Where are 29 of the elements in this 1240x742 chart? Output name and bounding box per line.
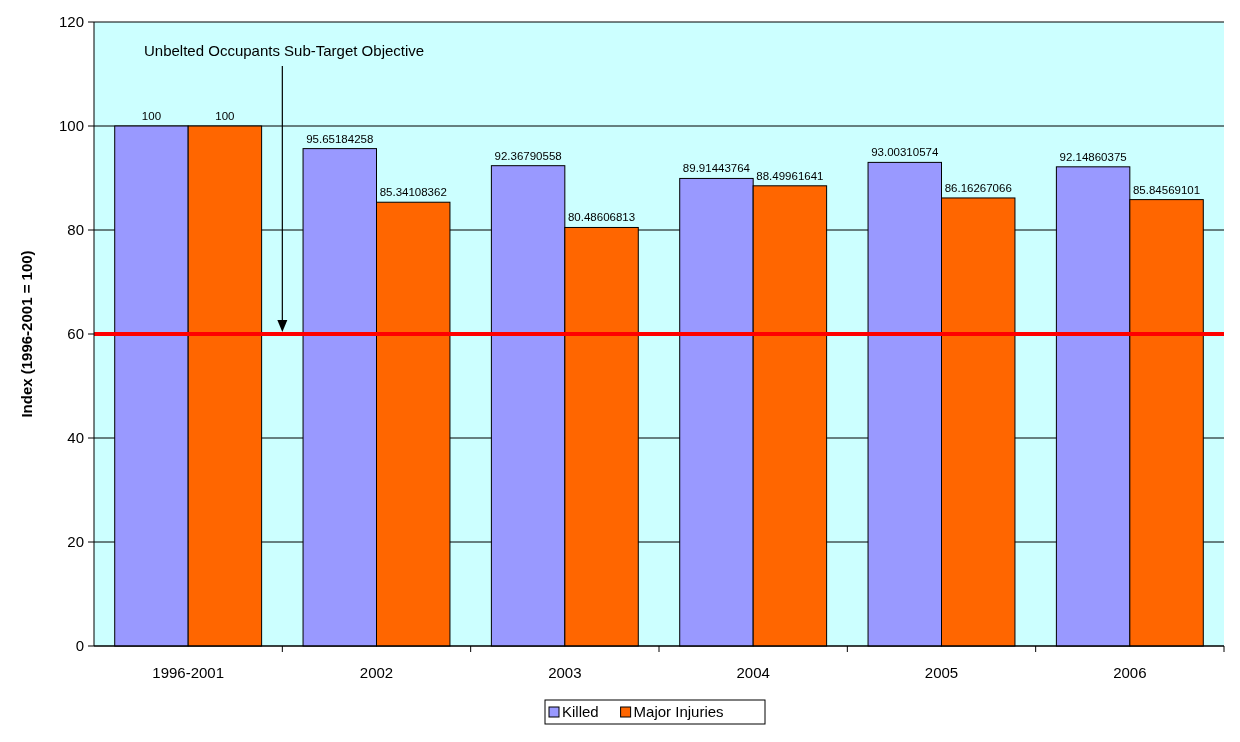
x-tick-label: 1996-2001 [152,664,225,681]
y-tick-label: 80 [67,221,84,239]
data-label: 93.00310574 [871,146,939,159]
annotation: Unbelted Occupants Sub-Target Objective [144,42,425,59]
y-tick-label: 40 [67,429,84,447]
y-axis-title: Index (1996-2001 = 100) [18,250,35,418]
y-tick-label: 0 [75,637,84,655]
x-tick-label: 2006 [1113,664,1147,681]
data-label: 95.65184258 [306,132,374,145]
data-label: 85.34108362 [379,186,447,199]
y-tick-label: 60 [67,325,84,343]
data-label: 100 [215,110,235,122]
data-label: 85.84569101 [1132,183,1201,196]
legend-label: Killed [562,703,599,721]
x-tick-label: 2002 [359,664,394,681]
x-tick-label: 2004 [736,664,770,681]
data-label: 100 [141,110,162,122]
data-label: 80.48606813 [567,211,636,224]
data-label: 92.14860375 [1059,150,1127,163]
data-label: 89.91443764 [682,162,751,175]
x-tick-label: 2005 [924,664,959,681]
legend-label: Major Injuries [633,703,724,721]
data-label: 88.49961641 [756,169,824,182]
data-label: 86.16267066 [944,181,1012,194]
y-tick-label: 100 [58,117,84,135]
data-label: 92.36790558 [494,149,562,162]
y-tick-label: 120 [58,13,84,31]
x-tick-label: 2003 [548,664,582,681]
y-tick-label: 20 [67,533,84,551]
